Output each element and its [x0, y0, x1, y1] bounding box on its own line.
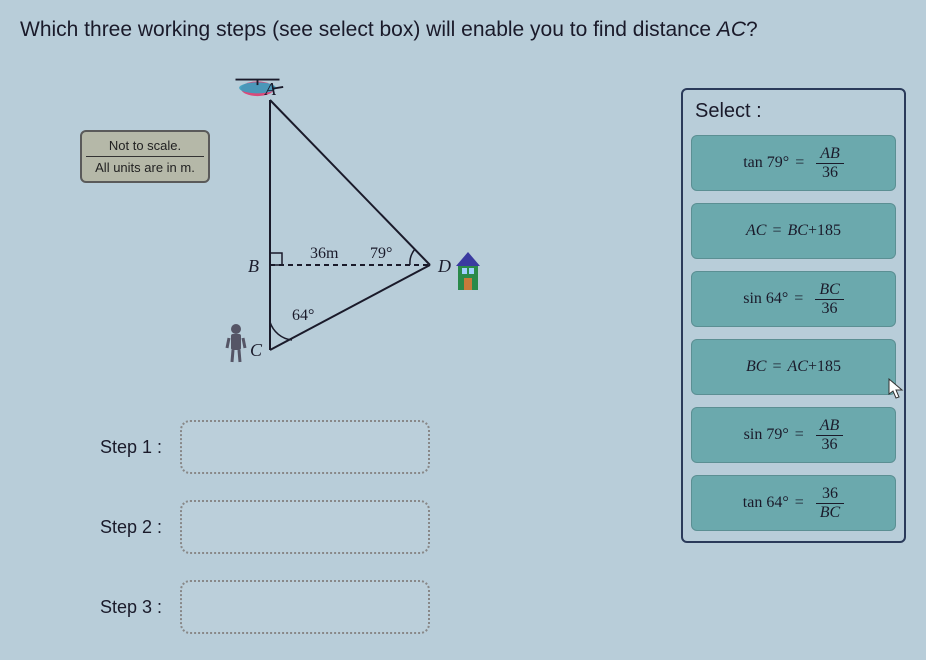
step-3-label: Step 3 : — [100, 597, 180, 618]
svg-text:C: C — [250, 340, 263, 360]
select-option-6[interactable]: tan 64°=36BC — [691, 475, 896, 531]
question-text: Which three working steps (see select bo… — [20, 18, 758, 42]
select-option-5[interactable]: sin 79°=AB36 — [691, 407, 896, 463]
question-prefix: Which three working steps (see select bo… — [20, 18, 717, 41]
triangle-diagram: A B C D 36m 79° 64° — [210, 60, 490, 380]
house-icon — [454, 250, 482, 292]
step-1-label: Step 1 : — [100, 437, 180, 458]
step-row: Step 3 : — [100, 580, 430, 634]
select-panel: Select : tan 79°=AB36 AC=BC + 185 sin 64°=… — [681, 88, 906, 543]
svg-text:D: D — [437, 256, 451, 276]
svg-text:36m: 36m — [310, 245, 339, 262]
answer-steps: Step 1 : Step 2 : Step 3 : — [100, 420, 430, 660]
step-2-dropzone[interactable] — [180, 500, 430, 554]
person-icon — [225, 322, 247, 364]
select-option-2[interactable]: AC=BC + 185 — [691, 203, 896, 259]
select-option-4[interactable]: BC=AC + 185 — [691, 339, 896, 395]
svg-text:A: A — [264, 79, 277, 99]
step-row: Step 2 : — [100, 500, 430, 554]
scale-note: Not to scale. All units are in m. — [80, 130, 210, 183]
svg-text:79°: 79° — [370, 245, 392, 262]
select-option-3[interactable]: sin 64°=BC36 — [691, 271, 896, 327]
step-1-dropzone[interactable] — [180, 420, 430, 474]
cursor-icon — [888, 378, 906, 400]
note-line2: All units are in m. — [86, 160, 204, 175]
question-target: AC — [717, 18, 746, 41]
step-2-label: Step 2 : — [100, 517, 180, 538]
step-row: Step 1 : — [100, 420, 430, 474]
question-suffix: ? — [746, 18, 758, 41]
step-3-dropzone[interactable] — [180, 580, 430, 634]
svg-text:64°: 64° — [292, 307, 314, 324]
diagram: Not to scale. All units are in m. A B C … — [80, 60, 500, 420]
select-title: Select : — [691, 100, 896, 123]
svg-text:B: B — [248, 256, 259, 276]
note-line1: Not to scale. — [86, 138, 204, 157]
select-option-1[interactable]: tan 79°=AB36 — [691, 135, 896, 191]
